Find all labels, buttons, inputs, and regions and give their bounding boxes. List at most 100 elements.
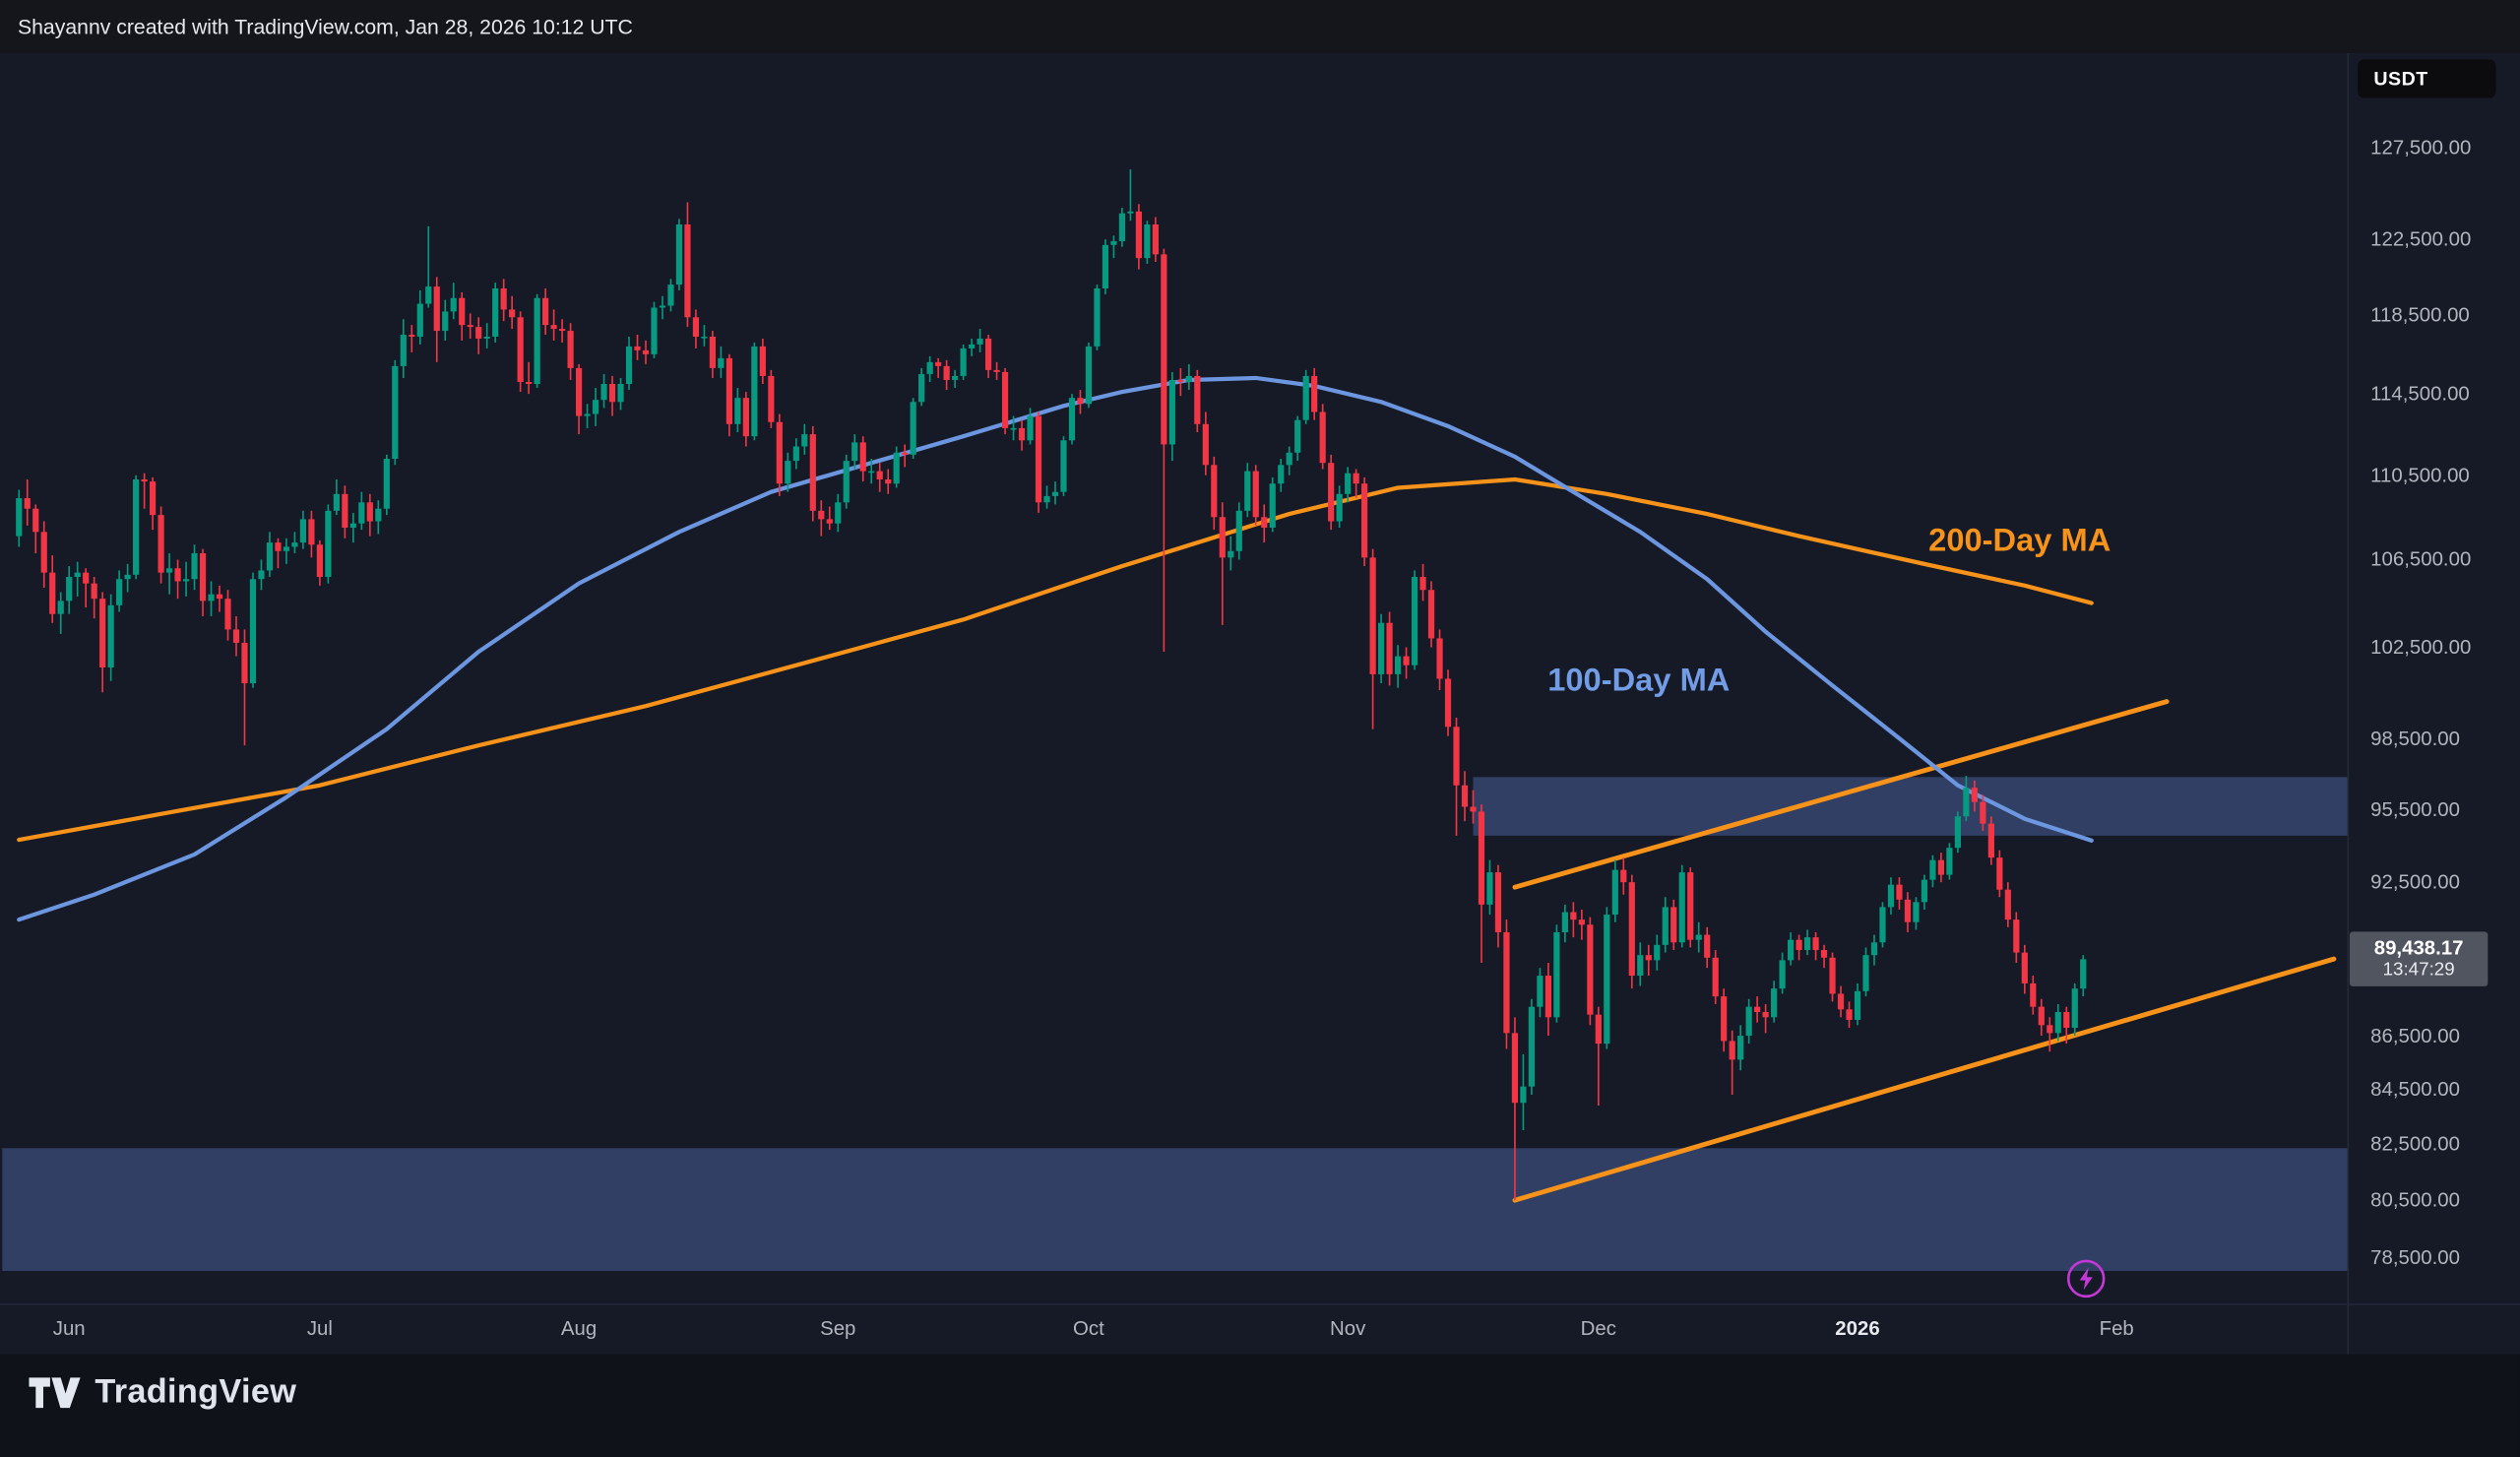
candle-body (2030, 982, 2037, 1007)
candle-body (1043, 495, 1050, 503)
candle-body (617, 383, 624, 403)
candle-body (1377, 622, 1385, 674)
candle-body (475, 327, 482, 339)
candle-body (960, 348, 967, 376)
candle-body (483, 336, 490, 339)
candle-body (1269, 483, 1276, 528)
candle-body (383, 459, 390, 509)
candle-body (1018, 427, 1026, 441)
candle-body (542, 297, 549, 326)
candle-body (433, 286, 440, 332)
candle-body (1553, 931, 1560, 1018)
time-axis[interactable]: Jun Jul Aug Sep Oct Nov Dec 2026 Feb (0, 1304, 2520, 1355)
y-axis-label: 102,500.00 (2370, 636, 2472, 659)
candle-body (1161, 254, 1167, 445)
candle-body (976, 338, 983, 345)
candle-body (1010, 427, 1017, 430)
candle-body (575, 367, 583, 416)
candle-body (1996, 857, 2003, 890)
x-axis-label: Feb (2099, 1317, 2134, 1340)
candle-body (107, 604, 114, 668)
resistance-zone[interactable] (1473, 777, 2350, 836)
candle-body (1470, 806, 1477, 812)
candle-body (1444, 678, 1452, 728)
candle-body (567, 331, 574, 368)
candle-body (1077, 398, 1084, 405)
support-zone[interactable] (2, 1148, 2351, 1272)
candle-body (325, 510, 332, 578)
candle-body (182, 579, 190, 582)
ascending-channel-lower[interactable] (1512, 956, 2337, 1203)
candle-body (124, 574, 131, 580)
candle-body (299, 519, 307, 543)
candle-body (283, 546, 290, 551)
candle-body (1336, 493, 1343, 522)
candle-body (550, 325, 557, 330)
candle-body (709, 336, 717, 368)
candle-body (725, 357, 732, 424)
ascending-channel-upper[interactable] (1512, 699, 2170, 890)
candle-body (1286, 452, 1292, 466)
candle-body (1494, 872, 1502, 932)
ma200-annotation-label[interactable]: 200-Day MA (1928, 523, 2111, 559)
candle-body (968, 344, 976, 348)
candle-body (1278, 465, 1285, 484)
candle-body (1987, 823, 1994, 858)
candle-body (1704, 934, 1711, 958)
brand-footer[interactable]: TradingView (29, 1373, 296, 1412)
candle-body (1027, 415, 1034, 441)
candle-body (1520, 1086, 1527, 1104)
candle-body (1068, 398, 1076, 441)
candle-body (1745, 1006, 1752, 1037)
candle-body (2071, 988, 2078, 1029)
candle-body (835, 502, 842, 524)
candle-body (1211, 465, 1218, 518)
candle-body (400, 335, 407, 366)
candle-body (83, 572, 90, 584)
candle-body (2038, 1006, 2045, 1026)
candle-body (1311, 375, 1318, 412)
candle-body (191, 552, 198, 580)
candle-body (1419, 577, 1426, 591)
candle-body (2054, 1011, 2061, 1034)
candle-body (1963, 788, 1970, 817)
candle-body (634, 346, 641, 350)
x-axis-label: Jun (52, 1317, 86, 1340)
candle-body (818, 510, 825, 520)
y-axis-label: 122,500.00 (2370, 227, 2472, 251)
candle-body (1353, 473, 1359, 484)
candle-body (275, 542, 282, 551)
candle-body (1829, 957, 1836, 994)
candle-body (584, 413, 591, 416)
candle-body (258, 570, 265, 580)
candle-body (241, 642, 248, 684)
candle-body (1670, 907, 1677, 943)
candle-body (843, 461, 850, 503)
candle-body (2047, 1025, 2053, 1034)
candle-body (333, 493, 340, 511)
ma100-annotation-label[interactable]: 100-Day MA (1547, 663, 1731, 699)
candle-body (600, 383, 607, 401)
x-axis-label: Jul (306, 1317, 333, 1340)
y-axis-label: 114,500.00 (2370, 382, 2470, 406)
candle-body (1570, 912, 1577, 920)
x-axis-label: 2026 (1835, 1317, 1880, 1340)
y-axis-label: 80,500.00 (2370, 1188, 2460, 1212)
candle-body (1929, 859, 1936, 880)
price-pane[interactable] (2, 169, 2351, 1272)
candle-body (885, 479, 892, 484)
candle-body (291, 542, 298, 547)
candle-body (935, 361, 942, 366)
candle-body (40, 532, 47, 573)
candle-body (1611, 869, 1618, 916)
y-axis-label: 84,500.00 (2370, 1078, 2460, 1101)
candle-body (993, 369, 1000, 372)
candle-body (1537, 976, 1544, 1007)
flash-icon[interactable] (2066, 1259, 2106, 1299)
candle-body (759, 346, 766, 376)
candle-body (1837, 993, 1845, 1010)
candle-body (902, 452, 909, 455)
price-axis[interactable]: 127,500.00 122,500.00 118,500.00 114,500.00… (2348, 53, 2520, 1355)
